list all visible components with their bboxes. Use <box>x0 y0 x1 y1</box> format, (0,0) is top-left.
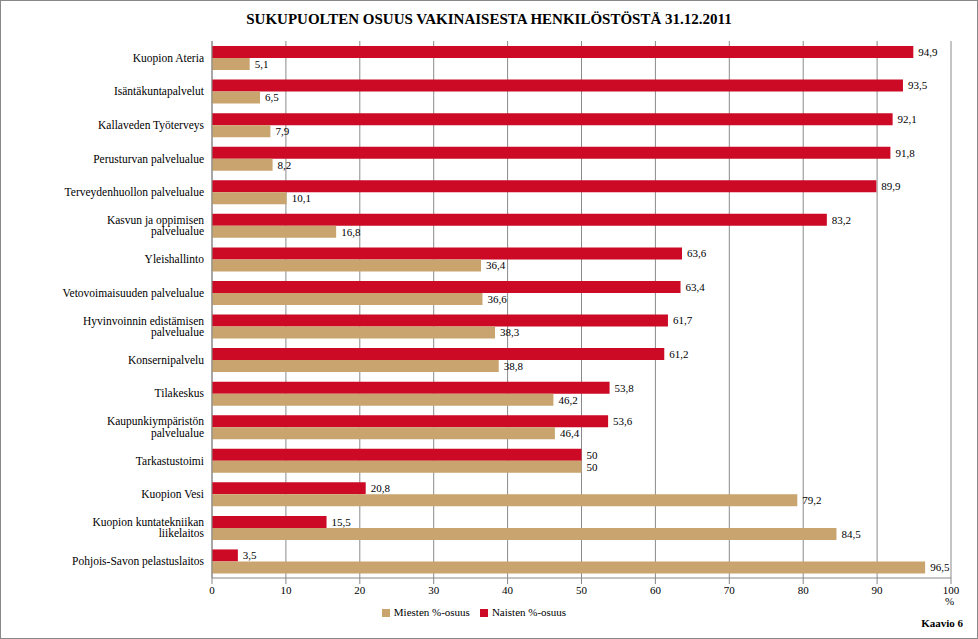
svg-text:Tarkastustoimi: Tarkastustoimi <box>136 455 204 467</box>
svg-text:94,9: 94,9 <box>918 46 938 58</box>
svg-text:36,4: 36,4 <box>486 259 506 271</box>
svg-text:50: 50 <box>576 584 588 596</box>
svg-text:83,2: 83,2 <box>832 214 851 226</box>
svg-text:Kuopion Ateria: Kuopion Ateria <box>133 52 204 65</box>
svg-text:Vetovoimaisuuden palvelualue: Vetovoimaisuuden palvelualue <box>63 287 204 300</box>
svg-text:100: 100 <box>943 584 960 596</box>
svg-text:Pohjois-Savon pelastuslaitos: Pohjois-Savon pelastuslaitos <box>72 555 204 568</box>
svg-text:60: 60 <box>650 584 662 596</box>
svg-text:92,1: 92,1 <box>898 113 917 125</box>
svg-text:53,8: 53,8 <box>615 382 635 394</box>
svg-text:96,5: 96,5 <box>930 561 950 573</box>
svg-text:15,5: 15,5 <box>332 516 352 528</box>
svg-text:Yleishallinto: Yleishallinto <box>145 253 205 265</box>
svg-text:Tilakeskus: Tilakeskus <box>155 387 205 399</box>
svg-text:70: 70 <box>724 584 736 596</box>
svg-text:5,1: 5,1 <box>255 58 269 70</box>
svg-text:3,5: 3,5 <box>243 549 257 561</box>
svg-text:79,2: 79,2 <box>802 494 821 506</box>
svg-text:16,8: 16,8 <box>341 226 361 238</box>
svg-text:61,7: 61,7 <box>673 314 693 326</box>
svg-text:84,5: 84,5 <box>841 528 861 540</box>
svg-text:Hyvinvoinnin edistämisenpalvel: Hyvinvoinnin edistämisenpalvelualue <box>83 315 204 340</box>
svg-text:Kuopion kuntatekniikanliikelai: Kuopion kuntatekniikanliikelaitos <box>93 516 205 540</box>
svg-text:Kaupunkiympäristönpalvelualue: Kaupunkiympäristönpalvelualue <box>107 415 204 440</box>
svg-text:89,9: 89,9 <box>881 180 901 192</box>
html-text:Kaavio 6: Kaavio 6 <box>921 617 963 629</box>
svg-text:80: 80 <box>798 584 810 596</box>
svg-text:53,6: 53,6 <box>613 415 633 427</box>
svg-text:38,8: 38,8 <box>504 360 524 372</box>
svg-text:8,2: 8,2 <box>278 159 292 171</box>
svg-text:Isäntäkuntapalvelut: Isäntäkuntapalvelut <box>114 85 205 98</box>
svg-text:50: 50 <box>587 449 599 461</box>
svg-text:6,5: 6,5 <box>265 91 279 103</box>
svg-text:Konsernipalvelu: Konsernipalvelu <box>128 354 204 367</box>
svg-text:90: 90 <box>872 584 884 596</box>
svg-text:Kasvun ja oppimisenpalvelualue: Kasvun ja oppimisenpalvelualue <box>107 214 204 239</box>
svg-text:20: 20 <box>354 584 366 596</box>
svg-text:63,4: 63,4 <box>686 281 706 293</box>
svg-text:38,3: 38,3 <box>500 326 520 338</box>
svg-text:Perusturvan palvelualue: Perusturvan palvelualue <box>93 153 204 166</box>
svg-text:91,8: 91,8 <box>895 147 915 159</box>
svg-text:46,2: 46,2 <box>558 394 577 406</box>
svg-text:50: 50 <box>587 461 599 473</box>
svg-text:7,9: 7,9 <box>275 125 289 137</box>
svg-text:46,4: 46,4 <box>560 427 580 439</box>
svg-text:20,8: 20,8 <box>371 482 391 494</box>
svg-text:Kuopion Vesi: Kuopion Vesi <box>141 488 204 501</box>
svg-text:40: 40 <box>502 584 514 596</box>
svg-text:0: 0 <box>209 584 215 596</box>
html-text:Naisten %-osuus: Naisten %-osuus <box>491 606 567 618</box>
html-text:SUKUPUOLTEN OSUUS VAKINAISESTA: SUKUPUOLTEN OSUUS VAKINAISESTA HENKILÖST… <box>246 11 732 27</box>
svg-text:30: 30 <box>428 584 440 596</box>
html-text:Miesten %-osuus: Miesten %-osuus <box>393 606 470 618</box>
svg-text:10,1: 10,1 <box>292 192 311 204</box>
svg-text:63,6: 63,6 <box>687 247 707 259</box>
svg-text:Kallaveden Työterveys: Kallaveden Työterveys <box>98 119 204 132</box>
svg-text:93,5: 93,5 <box>908 79 928 91</box>
svg-text:Terveydenhuollon palvelualue: Terveydenhuollon palvelualue <box>65 186 204 199</box>
svg-text:61,2: 61,2 <box>669 348 688 360</box>
svg-text:36,6: 36,6 <box>487 293 507 305</box>
svg-text:10: 10 <box>280 584 292 596</box>
